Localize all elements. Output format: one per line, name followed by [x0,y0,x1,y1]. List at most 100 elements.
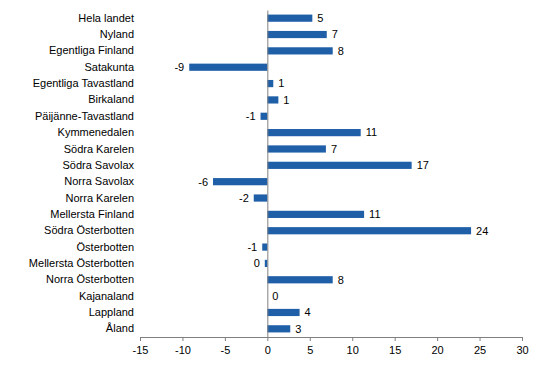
x-tick-mark [352,337,353,341]
y-tick: Nyland [100,28,268,40]
y-tick-label: Södra Savolax [62,159,134,171]
y-tick: Mellersta Finland [50,208,267,220]
y-tick-label: Egentliga Finland [49,44,134,56]
data-label: 11 [366,126,377,138]
data-label: -1 [247,241,257,253]
chart-svg: -15-10-5051015202530Hela landetNylandEge… [0,0,546,376]
data-label: 17 [417,159,429,171]
y-tick-label: Birkaland [88,93,134,105]
y-tick: Åland [106,322,267,334]
y-tick-label: Södra Karelen [64,142,134,154]
y-tick: Päijänne-Tavastland [35,110,267,122]
x-tick-mark [437,337,438,341]
bar [267,15,312,22]
bar [267,162,411,169]
x-tick: 30 [516,337,528,356]
data-label: 1 [283,94,289,106]
x-tick-label: -10 [175,344,191,356]
y-tick: Hela landet [78,12,267,24]
data-label: -2 [239,192,249,204]
bar [267,309,299,316]
data-labels: 578-911-111717-6-21124-108043 [174,12,488,335]
x-tick-mark [267,337,268,341]
y-tick: Österbotten [77,241,268,253]
y-tick-label: Norra Österbotten [46,273,134,285]
y-tick-label: Hela landet [78,12,134,24]
y-tick-label: Kajanaland [79,290,134,302]
data-label: 3 [295,323,301,335]
y-tick-label: Egentliga Tavastland [33,77,134,89]
x-tick-mark [182,337,183,341]
x-axis: -15 -10 -5 0 5 10 15 20 25 30 [133,337,529,356]
bar [267,325,290,332]
y-tick: Egentliga Tavastland [33,77,268,89]
data-label: 0 [272,290,278,302]
y-tick: Satakunta [84,61,267,73]
x-tick: 0 [265,337,271,356]
data-label: 8 [338,45,344,57]
y-tick: Södra Savolax [62,159,267,171]
bars [189,15,471,333]
bar [189,64,267,71]
x-tick-label: 30 [516,344,528,356]
bar [267,129,360,136]
x-tick-mark [140,337,141,341]
bar [267,96,278,103]
bar [213,178,267,185]
y-tick: Norra Savolax [64,175,267,187]
y-tick-label: Norra Karelen [66,192,134,204]
data-label: 7 [332,28,338,40]
x-tick: 25 [474,337,486,356]
y-tick: Kymmenedalen [58,126,268,138]
y-tick-label: Mellersta Österbotten [29,257,134,269]
x-tick: 15 [389,337,401,356]
data-label: 8 [338,274,344,286]
y-tick: Norra Karelen [66,192,268,204]
data-label: 5 [317,12,323,24]
x-tick-label: 20 [431,344,443,356]
y-tick-label: Lappland [89,306,134,318]
x-tick-mark [310,337,311,341]
x-tick: 20 [431,337,443,356]
y-tick-label: Norra Savolax [64,175,134,187]
x-tick-mark [395,337,396,341]
data-label: 4 [305,306,311,318]
x-tick: 5 [307,337,313,356]
x-axis-line [141,337,523,338]
data-label: 1 [278,77,284,89]
y-tick: Birkaland [88,93,267,105]
bar [254,194,268,201]
x-tick-label: 10 [347,344,359,356]
chart-container: -15-10-5051015202530Hela landetNylandEge… [0,0,546,376]
y-tick-label: Kymmenedalen [58,126,134,138]
y-tick-label: Satakunta [84,61,134,73]
data-label: -6 [198,176,208,188]
plot: -15-10-5051015202530Hela landetNylandEge… [29,11,529,356]
data-label: 7 [331,143,337,155]
bar [261,113,268,120]
data-label: 24 [476,225,488,237]
bar [267,47,332,54]
y-tick: Lappland [89,306,268,318]
x-tick: 10 [347,337,359,356]
x-tick-label: -15 [133,344,149,356]
bar [267,31,326,38]
data-label: -9 [174,61,184,73]
y-tick: Mellersta Österbotten [29,257,267,269]
bar [267,211,364,218]
y-tick: Norra Österbotten [46,273,267,285]
x-tick-mark [480,337,481,341]
y-tick-label: Österbotten [77,241,134,253]
x-tick-mark [225,337,226,341]
y-tick-label: Åland [106,322,134,334]
data-label: 11 [369,208,380,220]
zero-axis-line [267,11,268,338]
y-axis: Hela landet Nyland Egentliga Finland Sataku… [29,11,268,338]
x-tick: -15 [133,337,149,356]
x-tick-label: 25 [474,344,486,356]
bar [265,260,268,267]
x-tick-label: -5 [220,344,230,356]
y-tick: Egentliga Finland [49,44,267,56]
y-tick-label: Mellersta Finland [50,208,134,220]
y-tick-label: Päijänne-Tavastland [35,110,134,122]
